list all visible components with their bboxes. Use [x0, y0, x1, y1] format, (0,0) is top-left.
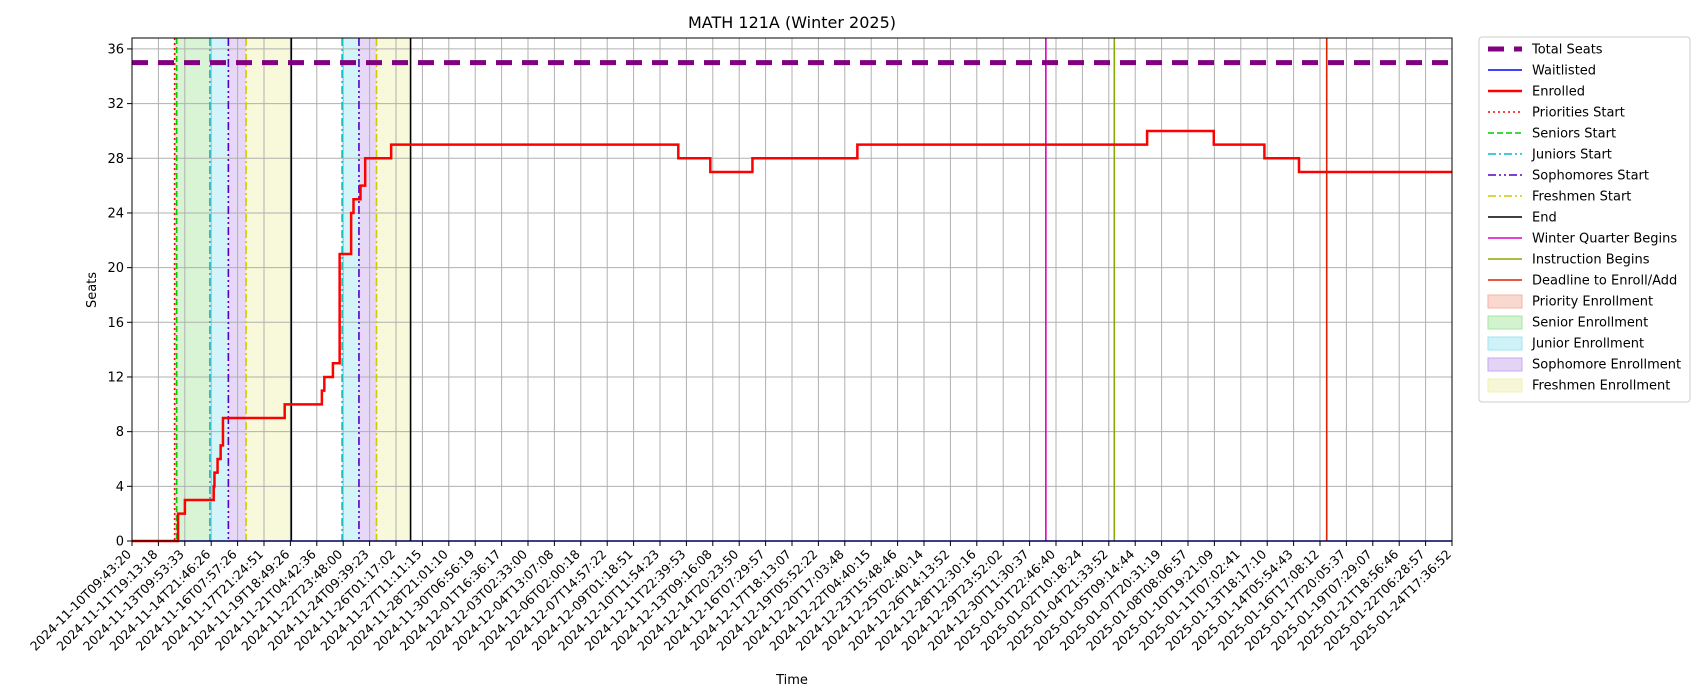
legend-item-freshmen-start: Freshmen Start: [1488, 190, 1631, 205]
legend-item-seniors-start: Seniors Start: [1488, 127, 1616, 142]
event-lines: [173, 38, 1328, 541]
legend-item-winter-quarter-begins: Winter Quarter Begins: [1488, 232, 1677, 247]
legend-item-waitlisted: Waitlisted: [1488, 64, 1596, 79]
legend: Total Seats Waitlisted Enrolled Priorities …: [1478, 36, 1691, 403]
span-freshmen-enrollment: [376, 38, 411, 541]
legend-item-sophomores-start-label: Sophomores Start: [1532, 169, 1649, 184]
legend-item-priority-enrollment-swatch: [1487, 294, 1523, 309]
legend-item-junior-enrollment-swatch: [1487, 336, 1523, 351]
legend-item-freshmen-enrollment-label: Freshmen Enrollment: [1532, 379, 1670, 394]
y-tick-label: 16: [107, 316, 124, 331]
legend-item-end: End: [1488, 211, 1557, 226]
y-tick-label: 4: [116, 480, 124, 495]
legend-item-seniors-start-label: Seniors Start: [1532, 127, 1616, 142]
legend-item-sophomore-enrollment: Sophomore Enrollment: [1487, 357, 1681, 373]
plot-area: [131, 37, 1453, 543]
span-priority-enrollment: [174, 38, 177, 541]
legend-item-sophomore-enrollment-swatch: [1487, 357, 1523, 372]
legend-item-juniors-start: Juniors Start: [1488, 148, 1612, 163]
y-tick-label: 36: [107, 42, 124, 57]
span-junior-enrollment: [342, 38, 359, 541]
legend-item-priorities-start: Priorities Start: [1488, 106, 1625, 121]
legend-item-freshmen-enrollment-swatch: [1487, 378, 1523, 393]
legend-item-end-label: End: [1532, 211, 1557, 226]
x-axis-ticks: 2024-11-10T09:43:202024-11-11T19:13:1820…: [27, 541, 1454, 654]
y-tick-label: 24: [107, 206, 124, 221]
chart-title: MATH 121A (Winter 2025): [688, 13, 896, 32]
y-axis-ticks: 0 4 8 12 16 20 24 28 32 36: [107, 42, 132, 550]
y-tick-label: 12: [107, 370, 124, 385]
span-freshmen-enrollment: [246, 38, 292, 541]
grid: [131, 38, 1453, 542]
x-axis-label: Time: [775, 673, 808, 688]
legend-item-freshmen-start-label: Freshmen Start: [1532, 190, 1631, 205]
legend-item-juniors-start-label: Juniors Start: [1531, 148, 1612, 163]
y-axis-label: Seats: [85, 272, 100, 308]
span-senior-enrollment: [176, 38, 210, 541]
legend-item-instruction-begins: Instruction Begins: [1488, 253, 1650, 268]
legend-item-junior-enrollment: Junior Enrollment: [1487, 336, 1644, 352]
legend-item-priorities-start-label: Priorities Start: [1532, 106, 1625, 121]
y-tick-label: 8: [116, 425, 124, 440]
legend-item-deadline-to-enroll-add-label: Deadline to Enroll/Add: [1532, 274, 1677, 289]
y-tick-label: 20: [107, 261, 124, 276]
legend-item-total-seats-label: Total Seats: [1531, 43, 1603, 58]
enrollment-spans: [174, 38, 411, 541]
legend-item-deadline-to-enroll-add: Deadline to Enroll/Add: [1488, 274, 1677, 289]
legend-item-junior-enrollment-label: Junior Enrollment: [1531, 337, 1644, 352]
legend-item-enrolled-label: Enrolled: [1532, 85, 1585, 100]
legend-frame: [1478, 36, 1691, 403]
span-junior-enrollment: [209, 38, 229, 541]
y-tick-label: 0: [116, 535, 124, 550]
y-tick-label: 28: [107, 152, 124, 167]
legend-item-senior-enrollment-label: Senior Enrollment: [1532, 316, 1648, 331]
legend-item-waitlisted-label: Waitlisted: [1532, 64, 1596, 79]
legend-item-instruction-begins-label: Instruction Begins: [1532, 253, 1650, 268]
legend-item-senior-enrollment: Senior Enrollment: [1487, 315, 1648, 331]
legend-item-priority-enrollment: Priority Enrollment: [1487, 294, 1653, 310]
legend-item-winter-quarter-begins-label: Winter Quarter Begins: [1532, 232, 1677, 247]
span-sophomore-enrollment: [358, 38, 377, 541]
legend-item-total-seats: Total Seats: [1488, 43, 1603, 58]
legend-item-freshmen-enrollment: Freshmen Enrollment: [1487, 378, 1670, 394]
legend-item-priority-enrollment-label: Priority Enrollment: [1532, 295, 1653, 310]
y-tick-label: 32: [107, 97, 124, 112]
legend-item-sophomores-start: Sophomores Start: [1488, 169, 1649, 184]
legend-item-enrolled: Enrolled: [1488, 85, 1585, 100]
series-enrolled: [132, 129, 1452, 543]
legend-item-senior-enrollment-swatch: [1487, 315, 1523, 330]
legend-item-sophomore-enrollment-label: Sophomore Enrollment: [1532, 358, 1681, 373]
